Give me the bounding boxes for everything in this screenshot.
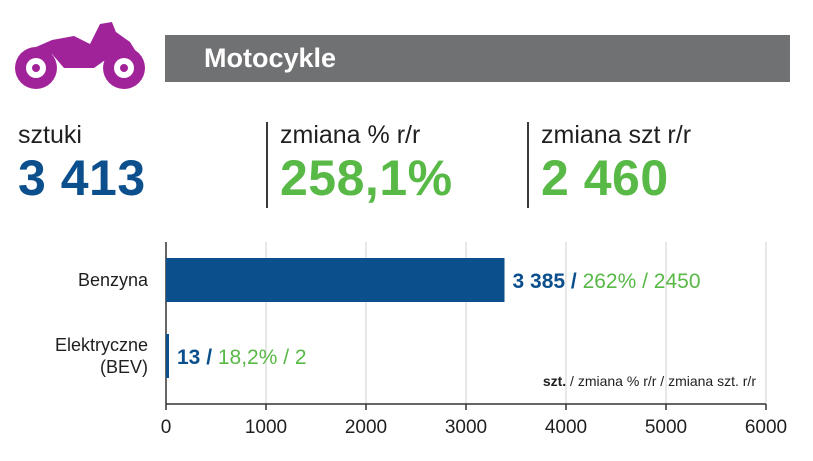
x-tick-label: 3000 xyxy=(445,417,487,438)
bar xyxy=(166,258,505,302)
x-tick-label: 2000 xyxy=(345,417,387,438)
x-tick-label: 0 xyxy=(161,417,172,438)
x-tick-label: 1000 xyxy=(245,417,287,438)
data-label: 13 / 18,2% / 2 xyxy=(177,346,307,369)
stat-divider xyxy=(266,122,268,208)
x-tick-label: 6000 xyxy=(745,417,787,438)
data-label: 3 385 / 262% / 2450 xyxy=(513,270,701,293)
stat-change-units-value: 2 460 xyxy=(541,150,669,206)
stat-change-units-label: zmiana szt r/r xyxy=(541,121,692,149)
stat-units-value: 3 413 xyxy=(18,150,146,206)
stat-change-percent: zmiana % r/r 258,1% xyxy=(280,120,453,206)
category-label: Benzyna xyxy=(78,270,149,290)
x-tick-label: 4000 xyxy=(545,417,587,438)
motorcycle-icon xyxy=(15,20,145,89)
stat-change-percent-label: zmiana % r/r xyxy=(280,121,421,149)
legend-note: szt. / zmiana % r/r / zmiana szt. r/r xyxy=(543,373,756,389)
category-label: (BEV) xyxy=(100,357,148,377)
stat-units-label: sztuki xyxy=(18,121,82,149)
section-title: Motocykle xyxy=(165,35,790,82)
stat-change-units: zmiana szt r/r 2 460 xyxy=(541,120,691,206)
bar xyxy=(166,334,169,378)
x-tick-label: 5000 xyxy=(645,417,687,438)
stat-change-percent-value: 258,1% xyxy=(280,150,453,206)
category-label: Elektryczne xyxy=(55,335,148,355)
stat-units: sztuki 3 413 xyxy=(18,120,146,206)
stat-divider xyxy=(527,122,529,208)
